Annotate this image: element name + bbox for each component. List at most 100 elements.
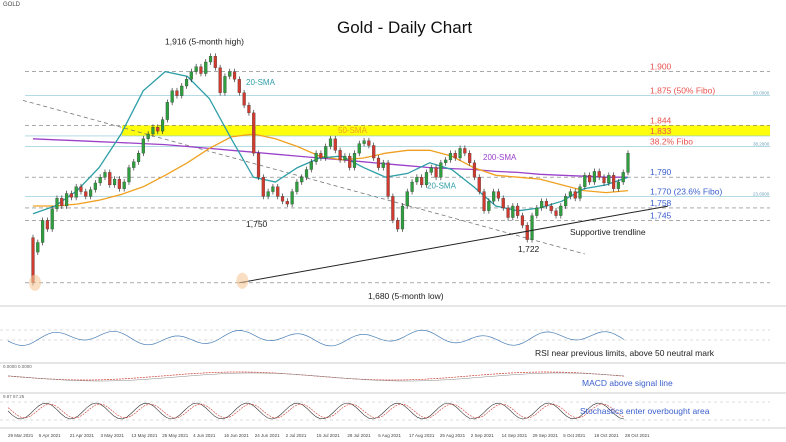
candle — [458, 148, 462, 159]
candle — [583, 175, 587, 187]
candle — [535, 207, 539, 216]
candle — [516, 205, 520, 216]
candle — [568, 191, 573, 197]
x-tick-label: 28 Oct 2021 — [625, 433, 650, 438]
candle — [415, 177, 419, 183]
candle — [160, 119, 165, 132]
candle — [261, 177, 265, 197]
candle — [564, 196, 568, 207]
chart-title: Gold - Daily Chart — [337, 18, 473, 37]
candle — [290, 191, 294, 205]
candle — [559, 205, 563, 216]
x-tick-label: 2 Sep 2021 — [471, 433, 495, 438]
candle — [237, 79, 241, 93]
x-tick-label: 28 Jul 2021 — [347, 433, 371, 438]
candle — [69, 193, 73, 198]
candle — [626, 153, 630, 173]
candle — [93, 182, 97, 190]
candle — [184, 79, 189, 87]
x-tick-label: 13 May 2021 — [131, 433, 158, 438]
candle — [607, 175, 611, 184]
level-label: 1,844 — [650, 115, 672, 125]
candle — [554, 210, 558, 216]
x-tick-label: 5 Apr 2021 — [39, 433, 61, 438]
candle — [525, 225, 529, 240]
candle — [429, 167, 433, 173]
candle — [549, 205, 553, 211]
candle — [136, 153, 141, 162]
candle — [208, 56, 213, 63]
candle — [472, 162, 477, 178]
candle — [540, 201, 544, 209]
candle — [381, 162, 385, 168]
candle — [156, 127, 160, 132]
level-label: 1,758 — [650, 198, 672, 208]
candle — [256, 153, 261, 178]
x-tick-label: 2 Jul 2021 — [286, 433, 307, 438]
candle — [55, 198, 59, 210]
x-tick-label: 21 Apr 2021 — [70, 433, 95, 438]
candle — [410, 181, 414, 192]
candle — [343, 155, 347, 161]
candle — [232, 71, 237, 80]
sma50-line — [33, 133, 629, 207]
candle — [319, 153, 323, 159]
candle — [592, 171, 597, 183]
sma20-label: 20-SMA — [246, 78, 276, 87]
candle — [304, 169, 309, 178]
candle — [391, 196, 395, 221]
candle — [88, 189, 93, 197]
candle — [424, 172, 429, 186]
candle — [300, 177, 304, 183]
candle — [60, 198, 64, 207]
x-tick-label: 17 Aug 2021 — [409, 433, 435, 438]
x-tick-label: 5 Oct 2021 — [563, 433, 586, 438]
candle — [463, 148, 467, 154]
macd-line — [7, 371, 625, 381]
candle — [578, 186, 582, 199]
downtrend-line — [22, 100, 585, 255]
fibo-tag: 50.0000 — [753, 91, 770, 96]
support-trendline — [239, 205, 668, 284]
x-tick-label: 24 Jun 2021 — [255, 433, 280, 438]
candle — [444, 159, 448, 163]
level-label: 1,770 (23.6% Fibo) — [650, 186, 722, 196]
x-tick-label: 16 Jun 2021 — [224, 433, 249, 438]
annotation-1750: 1,750 — [246, 219, 268, 229]
candle — [112, 178, 117, 186]
stoch-label: Stochastics enter overbought area — [580, 406, 710, 416]
candle — [439, 162, 443, 178]
x-tick-label: 5 Aug 2021 — [378, 433, 401, 438]
candle — [146, 133, 150, 139]
candle — [98, 177, 102, 184]
candle — [218, 67, 222, 93]
candle — [362, 140, 366, 144]
candle — [127, 167, 131, 183]
x-tick-label: 29 Mar 2021 — [8, 433, 34, 438]
x-tick-label: 18 Oct 2021 — [594, 433, 619, 438]
candle — [117, 178, 121, 189]
candle — [588, 175, 592, 183]
candle — [204, 61, 208, 74]
candle — [280, 196, 285, 202]
sma20-line — [32, 70, 629, 215]
x-tick-label: 15 Jul 2021 — [317, 433, 341, 438]
x-tick-label: 14 Sep 2021 — [502, 433, 528, 438]
candle — [252, 112, 256, 154]
candle — [400, 205, 405, 230]
candle — [468, 153, 472, 163]
candle — [271, 186, 275, 192]
candle — [74, 186, 78, 198]
candle — [434, 167, 438, 178]
fibo-tag: 38.2000 — [753, 141, 770, 146]
candle — [45, 220, 49, 230]
candle — [573, 191, 577, 199]
x-tick-label: 3 May 2021 — [101, 433, 125, 438]
x-tick-label: 4 Jun 2021 — [193, 433, 216, 438]
candle — [376, 157, 381, 168]
sma200-line — [32, 138, 628, 178]
candle — [597, 171, 601, 178]
candle — [189, 71, 193, 80]
candle — [348, 155, 352, 168]
candle — [199, 66, 203, 74]
